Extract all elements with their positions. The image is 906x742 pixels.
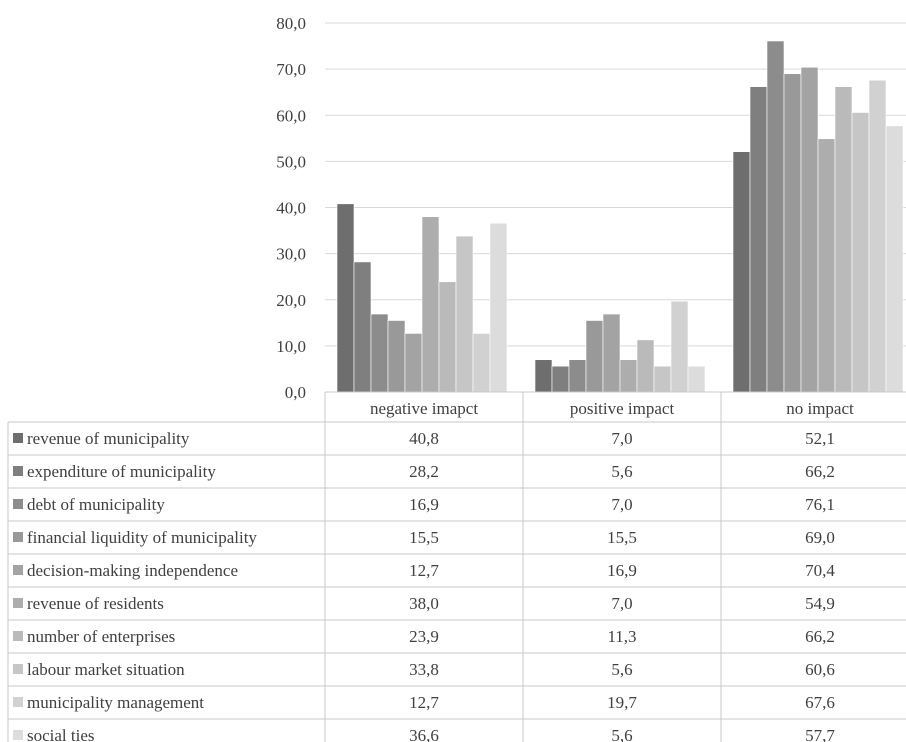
bar bbox=[688, 366, 705, 392]
data-label: 5,6 bbox=[611, 726, 632, 742]
bar bbox=[654, 366, 671, 392]
bar bbox=[671, 301, 688, 392]
bar bbox=[835, 87, 852, 392]
bar bbox=[371, 314, 388, 392]
data-label: 52,1 bbox=[805, 429, 835, 448]
bar bbox=[535, 360, 552, 392]
y-tick-label: 40,0 bbox=[276, 199, 306, 218]
bar bbox=[869, 80, 886, 392]
series-name: debt of municipality bbox=[27, 495, 165, 514]
bar bbox=[337, 204, 354, 392]
data-label: 40,8 bbox=[409, 429, 439, 448]
bar bbox=[439, 282, 456, 392]
data-label: 66,2 bbox=[805, 462, 835, 481]
series-name: revenue of municipality bbox=[27, 429, 190, 448]
data-label: 23,9 bbox=[409, 627, 439, 646]
category-label: no impact bbox=[786, 399, 854, 418]
data-label: 36,6 bbox=[409, 726, 439, 742]
bar bbox=[354, 262, 371, 392]
legend-key bbox=[13, 532, 23, 542]
bar bbox=[405, 333, 422, 392]
series-name: revenue of residents bbox=[27, 594, 164, 613]
data-label: 15,5 bbox=[607, 528, 637, 547]
y-tick-label: 80,0 bbox=[276, 14, 306, 33]
y-tick-label: 30,0 bbox=[276, 245, 306, 264]
series-name: number of enterprises bbox=[27, 627, 175, 646]
data-label: 7,0 bbox=[611, 594, 632, 613]
data-label: 33,8 bbox=[409, 660, 439, 679]
bar bbox=[637, 340, 654, 392]
bar bbox=[733, 152, 750, 392]
bar bbox=[456, 236, 473, 392]
data-label: 66,2 bbox=[805, 627, 835, 646]
bar bbox=[801, 67, 818, 392]
bar bbox=[767, 41, 784, 392]
data-label: 12,7 bbox=[409, 561, 439, 580]
bar bbox=[620, 360, 637, 392]
bar bbox=[490, 223, 507, 392]
y-tick-label: 10,0 bbox=[276, 337, 306, 356]
legend-key bbox=[13, 499, 23, 509]
y-tick-label: 70,0 bbox=[276, 60, 306, 79]
data-label: 12,7 bbox=[409, 693, 439, 712]
series-name: social ties bbox=[27, 726, 95, 742]
data-table: negative imapct positive impact no impact r… bbox=[8, 392, 906, 742]
legend-key bbox=[13, 664, 23, 674]
legend-key bbox=[13, 598, 23, 608]
series-name: labour market situation bbox=[27, 660, 185, 679]
series-name: decision-making independence bbox=[27, 561, 238, 580]
data-label: 54,9 bbox=[805, 594, 835, 613]
y-tick-label: 20,0 bbox=[276, 291, 306, 310]
bar bbox=[552, 366, 569, 392]
data-label: 7,0 bbox=[611, 495, 632, 514]
legend-key bbox=[13, 433, 23, 443]
legend-key bbox=[13, 565, 23, 575]
y-tick-label: 60,0 bbox=[276, 106, 306, 125]
legend-key bbox=[13, 466, 23, 476]
data-label: 19,7 bbox=[607, 693, 637, 712]
legend-key bbox=[13, 631, 23, 641]
bar bbox=[852, 112, 869, 392]
data-label: 70,4 bbox=[805, 561, 835, 580]
bar bbox=[569, 360, 586, 392]
bar bbox=[750, 87, 767, 392]
data-label: 15,5 bbox=[409, 528, 439, 547]
bar bbox=[388, 321, 405, 392]
series-name: financial liquidity of municipality bbox=[27, 528, 257, 547]
data-label: 76,1 bbox=[805, 495, 835, 514]
bar bbox=[784, 74, 801, 392]
bar bbox=[886, 126, 903, 392]
data-label: 60,6 bbox=[805, 660, 835, 679]
bar bbox=[473, 333, 490, 392]
series-name: expenditure of municipality bbox=[27, 462, 216, 481]
bar bbox=[818, 139, 835, 392]
y-tick-label: 50,0 bbox=[276, 152, 306, 171]
data-label: 67,6 bbox=[805, 693, 835, 712]
data-label: 16,9 bbox=[607, 561, 637, 580]
data-label: 16,9 bbox=[409, 495, 439, 514]
legend-key bbox=[13, 697, 23, 707]
data-label: 28,2 bbox=[409, 462, 439, 481]
category-label: negative imapct bbox=[370, 399, 478, 418]
data-label: 11,3 bbox=[607, 627, 636, 646]
y-tick-label: 0,0 bbox=[285, 383, 306, 402]
bars bbox=[337, 41, 903, 392]
legend-key bbox=[13, 730, 23, 740]
bar bbox=[603, 314, 620, 392]
category-label: positive impact bbox=[570, 399, 675, 418]
series-name: municipality management bbox=[27, 693, 204, 712]
data-label: 38,0 bbox=[409, 594, 439, 613]
data-label: 5,6 bbox=[611, 462, 632, 481]
data-label: 5,6 bbox=[611, 660, 632, 679]
data-label: 7,0 bbox=[611, 429, 632, 448]
y-axis-tick-labels: 0,0 10,0 20,0 30,0 40,0 50,0 60,0 70,0 80,0 bbox=[276, 14, 306, 402]
data-label: 69,0 bbox=[805, 528, 835, 547]
bar bbox=[422, 217, 439, 392]
bar bbox=[586, 321, 603, 392]
data-label: 57,7 bbox=[805, 726, 835, 742]
